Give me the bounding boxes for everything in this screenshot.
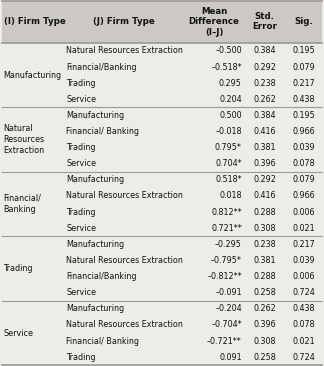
Text: 0.021: 0.021 bbox=[293, 337, 315, 346]
Text: Service: Service bbox=[66, 288, 96, 297]
Text: Financial/
Banking: Financial/ Banking bbox=[4, 194, 41, 214]
Text: 0.292: 0.292 bbox=[253, 175, 276, 184]
Text: Manufacturing: Manufacturing bbox=[66, 111, 124, 120]
Text: 0.438: 0.438 bbox=[293, 95, 315, 104]
Text: 0.039: 0.039 bbox=[293, 143, 315, 152]
Text: 0.262: 0.262 bbox=[253, 95, 276, 104]
Text: 0.721**: 0.721** bbox=[211, 224, 242, 233]
Text: 0.006: 0.006 bbox=[293, 272, 315, 281]
Text: –0.704*: –0.704* bbox=[211, 321, 242, 329]
Text: 0.812**: 0.812** bbox=[211, 208, 242, 217]
Text: 0.238: 0.238 bbox=[253, 79, 276, 87]
Text: Manufacturing: Manufacturing bbox=[66, 305, 124, 313]
Text: –0.795*: –0.795* bbox=[211, 256, 242, 265]
Text: (J) Firm Type: (J) Firm Type bbox=[93, 17, 155, 26]
Text: 0.079: 0.079 bbox=[293, 175, 315, 184]
Text: 0.295: 0.295 bbox=[219, 79, 242, 87]
Text: –0.812**: –0.812** bbox=[207, 272, 242, 281]
Text: 0.258: 0.258 bbox=[253, 288, 276, 297]
Text: 0.288: 0.288 bbox=[253, 208, 276, 217]
Text: Financial/Banking: Financial/Banking bbox=[66, 63, 137, 71]
Text: –0.518*: –0.518* bbox=[211, 63, 242, 71]
Text: Financial/ Banking: Financial/ Banking bbox=[66, 337, 139, 346]
Text: 0.795*: 0.795* bbox=[215, 143, 242, 152]
Text: 0.384: 0.384 bbox=[253, 46, 276, 55]
Text: Service: Service bbox=[66, 224, 96, 233]
Text: –0.018: –0.018 bbox=[215, 127, 242, 136]
Text: Manufacturing: Manufacturing bbox=[66, 175, 124, 184]
Text: –0.295: –0.295 bbox=[215, 240, 242, 249]
Text: Natural Resources Extraction: Natural Resources Extraction bbox=[66, 191, 183, 201]
Text: Sig.: Sig. bbox=[295, 17, 313, 26]
Text: 0.381: 0.381 bbox=[253, 256, 276, 265]
Text: 0.416: 0.416 bbox=[253, 127, 276, 136]
Text: 0.078: 0.078 bbox=[293, 321, 315, 329]
Text: 0.039: 0.039 bbox=[293, 256, 315, 265]
Text: 0.078: 0.078 bbox=[293, 159, 315, 168]
Text: 0.288: 0.288 bbox=[253, 272, 276, 281]
Text: 0.438: 0.438 bbox=[293, 305, 315, 313]
Text: Manufacturing: Manufacturing bbox=[4, 71, 62, 79]
Text: 0.416: 0.416 bbox=[253, 191, 276, 201]
Text: –0.091: –0.091 bbox=[215, 288, 242, 297]
Text: 0.396: 0.396 bbox=[253, 321, 276, 329]
Text: 0.384: 0.384 bbox=[253, 111, 276, 120]
Text: Std.
Error: Std. Error bbox=[252, 12, 277, 31]
Text: –0.500: –0.500 bbox=[215, 46, 242, 55]
Text: 0.258: 0.258 bbox=[253, 353, 276, 362]
Text: 0.292: 0.292 bbox=[253, 63, 276, 71]
Text: Natural Resources Extraction: Natural Resources Extraction bbox=[66, 46, 183, 55]
Text: Financial/Banking: Financial/Banking bbox=[66, 272, 137, 281]
Text: Trading: Trading bbox=[66, 79, 96, 87]
Text: 0.217: 0.217 bbox=[293, 240, 315, 249]
Text: Trading: Trading bbox=[66, 143, 96, 152]
Text: 0.195: 0.195 bbox=[293, 111, 315, 120]
Text: 0.217: 0.217 bbox=[293, 79, 315, 87]
Text: 0.500: 0.500 bbox=[219, 111, 242, 120]
Text: 0.724: 0.724 bbox=[293, 288, 315, 297]
Text: 0.966: 0.966 bbox=[293, 191, 315, 201]
Text: Financial/ Banking: Financial/ Banking bbox=[66, 127, 139, 136]
Text: 0.021: 0.021 bbox=[293, 224, 315, 233]
Text: (I) Firm Type: (I) Firm Type bbox=[4, 17, 66, 26]
Text: 0.308: 0.308 bbox=[253, 224, 276, 233]
Text: 0.204: 0.204 bbox=[219, 95, 242, 104]
Text: –0.721**: –0.721** bbox=[207, 337, 242, 346]
Text: Trading: Trading bbox=[66, 208, 96, 217]
Text: 0.018: 0.018 bbox=[219, 191, 242, 201]
Text: 0.704*: 0.704* bbox=[215, 159, 242, 168]
Text: Service: Service bbox=[66, 159, 96, 168]
Text: Mean
Difference
(I–J): Mean Difference (I–J) bbox=[189, 7, 239, 37]
Text: Natural Resources Extraction: Natural Resources Extraction bbox=[66, 256, 183, 265]
Text: 0.262: 0.262 bbox=[253, 305, 276, 313]
Text: Service: Service bbox=[66, 95, 96, 104]
Text: 0.518*: 0.518* bbox=[215, 175, 242, 184]
Text: 0.195: 0.195 bbox=[293, 46, 315, 55]
Text: Manufacturing: Manufacturing bbox=[66, 240, 124, 249]
Text: 0.966: 0.966 bbox=[293, 127, 315, 136]
Text: 0.396: 0.396 bbox=[253, 159, 276, 168]
Text: Natural
Resources
Extraction: Natural Resources Extraction bbox=[4, 124, 45, 155]
Text: 0.381: 0.381 bbox=[253, 143, 276, 152]
Text: Natural Resources Extraction: Natural Resources Extraction bbox=[66, 321, 183, 329]
Text: 0.724: 0.724 bbox=[293, 353, 315, 362]
Text: 0.006: 0.006 bbox=[293, 208, 315, 217]
Text: Trading: Trading bbox=[66, 353, 96, 362]
Text: 0.308: 0.308 bbox=[253, 337, 276, 346]
Text: 0.238: 0.238 bbox=[253, 240, 276, 249]
Text: Trading: Trading bbox=[4, 264, 33, 273]
Text: 0.091: 0.091 bbox=[219, 353, 242, 362]
Text: –0.204: –0.204 bbox=[215, 305, 242, 313]
Text: 0.079: 0.079 bbox=[293, 63, 315, 71]
Text: Service: Service bbox=[4, 329, 34, 337]
